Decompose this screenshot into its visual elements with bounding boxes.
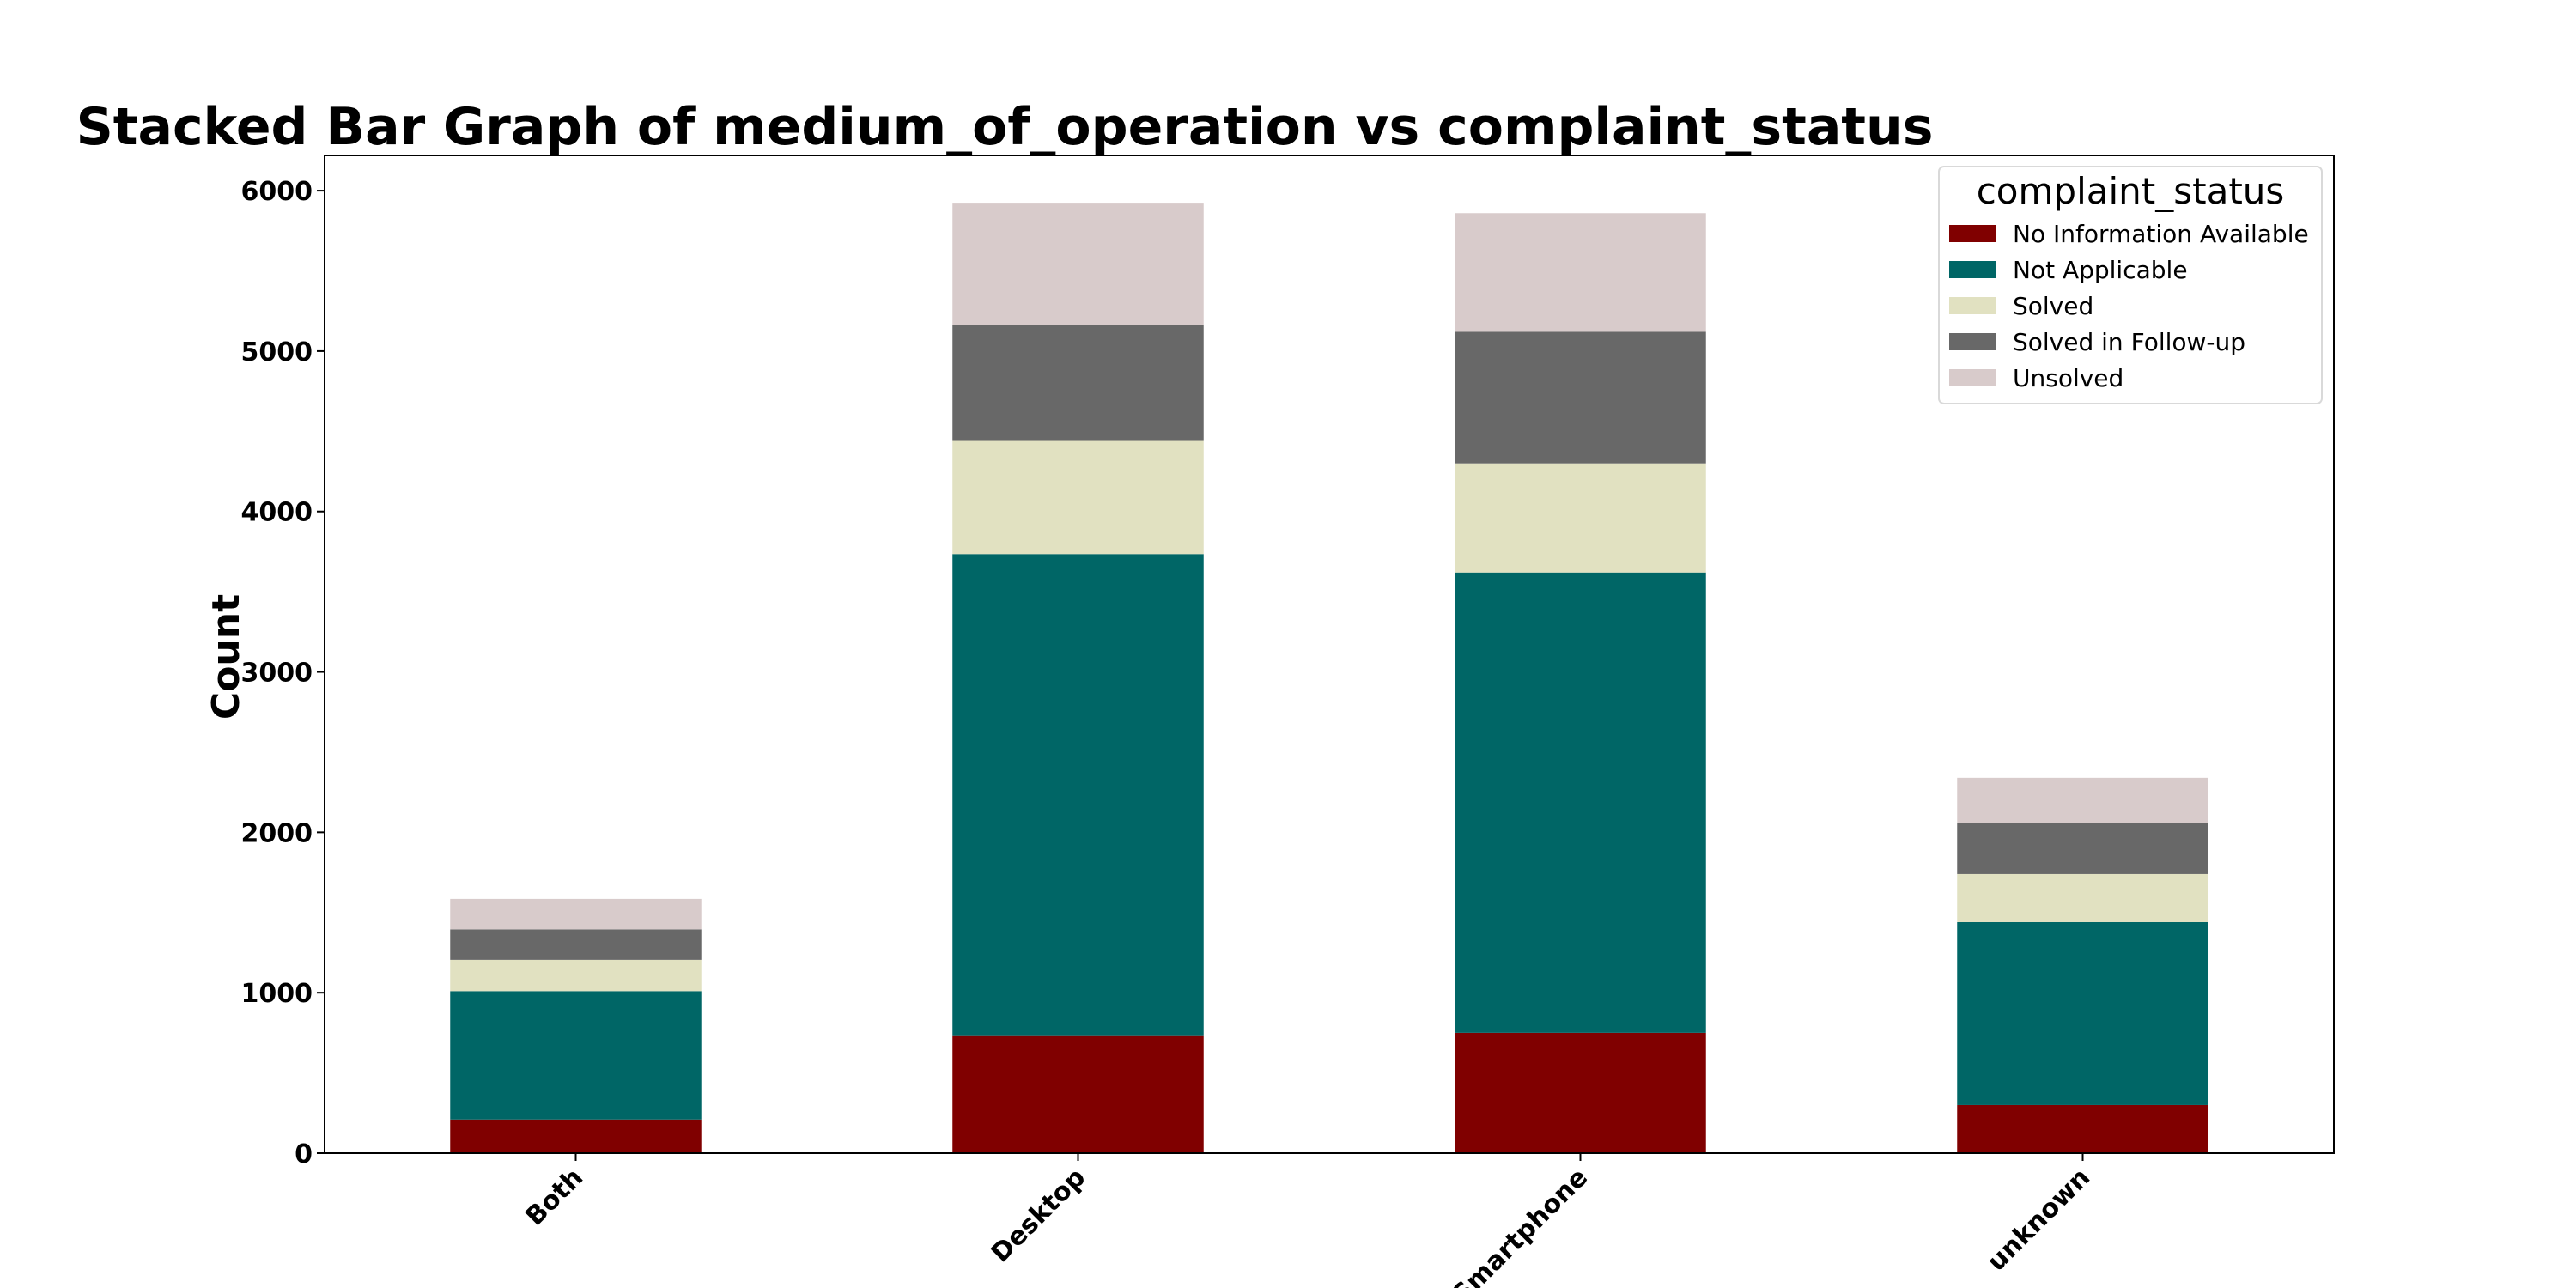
- bar-segment-both-1: [450, 991, 702, 1120]
- legend-box: [1938, 166, 2323, 404]
- legend-swatch: [1949, 297, 1996, 314]
- y-tick-label: 4000: [241, 498, 313, 528]
- legend-swatch: [1949, 333, 1996, 350]
- y-tick-label: 5000: [241, 337, 313, 368]
- bar-segment-unknown-4: [1957, 777, 2208, 823]
- bar-segment-unknown-1: [1957, 921, 2208, 1105]
- x-tick-label: Smartphone: [1447, 1163, 1594, 1288]
- bar-segment-desktop-0: [952, 1035, 1204, 1153]
- legend-swatch: [1949, 261, 1996, 278]
- bar-segment-both-3: [450, 929, 702, 960]
- y-tick-label: 0: [295, 1139, 313, 1170]
- y-tick-label: 6000: [241, 177, 313, 207]
- legend-items: No Information Available Not Applicable So…: [1949, 220, 2309, 392]
- y-axis-label: Count: [204, 594, 248, 720]
- bar-segment-smartphone-3: [1455, 331, 1706, 464]
- legend-label: No Information Available: [2013, 220, 2309, 248]
- legend-label: Solved in Follow-up: [2013, 328, 2245, 356]
- x-tick-label: Desktop: [986, 1163, 1091, 1268]
- bar-segment-smartphone-2: [1455, 463, 1706, 573]
- legend-swatch: [1949, 225, 1996, 242]
- legend-swatch: [1949, 369, 1996, 386]
- legend-label: Unsolved: [2013, 364, 2123, 392]
- bar-segment-smartphone-1: [1455, 572, 1706, 1033]
- y-tick-label: 3000: [241, 659, 313, 689]
- bar-segment-both-0: [450, 1119, 702, 1153]
- bar-segment-desktop-4: [952, 203, 1204, 325]
- bars-group: [450, 203, 2208, 1153]
- legend-label: Solved: [2013, 292, 2093, 320]
- bar-segment-both-2: [450, 959, 702, 992]
- x-tick-label: Both: [519, 1163, 589, 1232]
- bar-segment-desktop-2: [952, 440, 1204, 555]
- y-axis-ticks: 0 1000 2000 3000 4000 5000 6000: [241, 177, 325, 1170]
- x-axis-ticks: Both Desktop Smartphone unknown: [519, 1153, 2096, 1288]
- bar-segment-unknown-0: [1957, 1104, 2208, 1153]
- bar-segment-smartphone-4: [1455, 213, 1706, 332]
- y-tick-label: 2000: [241, 818, 313, 848]
- x-tick-label: unknown: [1982, 1163, 2096, 1277]
- bar-segment-desktop-3: [952, 325, 1204, 441]
- bar-segment-both-4: [450, 898, 702, 930]
- bar-segment-smartphone-0: [1455, 1032, 1706, 1153]
- plot-frame: [324, 155, 2335, 1154]
- bar-segment-unknown-2: [1957, 873, 2208, 922]
- legend-title: complaint_status: [1977, 170, 2285, 212]
- bar-segment-unknown-3: [1957, 823, 2208, 874]
- legend: complaint_status No Information Availabl…: [1938, 166, 2323, 404]
- y-tick-label: 1000: [241, 979, 313, 1009]
- legend-label: Not Applicable: [2013, 256, 2188, 284]
- chart-title: Stacked Bar Graph of medium_of_operation…: [76, 97, 1934, 157]
- bar-segment-desktop-1: [952, 554, 1204, 1036]
